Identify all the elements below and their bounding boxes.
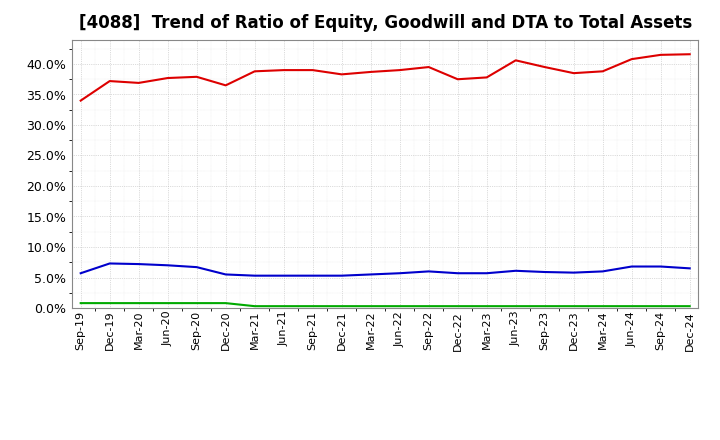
Deferred Tax Assets [424,304,433,309]
Goodwill [598,269,607,274]
Goodwill [308,273,317,279]
Deferred Tax Assets [395,304,404,309]
Equity [192,74,201,80]
Goodwill [511,268,520,273]
Line: Equity: Equity [81,54,690,101]
Deferred Tax Assets [482,304,491,309]
Goodwill [454,271,462,276]
Deferred Tax Assets [570,304,578,309]
Deferred Tax Assets [657,304,665,309]
Deferred Tax Assets [685,304,694,309]
Deferred Tax Assets [192,301,201,306]
Goodwill [221,272,230,277]
Equity [454,77,462,82]
Equity [424,64,433,70]
Equity [366,69,375,74]
Goodwill [657,264,665,269]
Goodwill [338,273,346,279]
Deferred Tax Assets [454,304,462,309]
Equity [627,56,636,62]
Equity [598,69,607,74]
Goodwill [366,272,375,277]
Equity [395,67,404,73]
Goodwill [163,263,172,268]
Equity [279,67,288,73]
Line: Goodwill: Goodwill [81,264,690,276]
Goodwill [192,264,201,270]
Equity [221,83,230,88]
Goodwill [135,261,143,267]
Deferred Tax Assets [221,301,230,306]
Goodwill [251,273,259,279]
Line: Deferred Tax Assets: Deferred Tax Assets [81,303,690,306]
Equity [338,72,346,77]
Equity [541,64,549,70]
Equity [685,51,694,57]
Goodwill [279,273,288,279]
Equity [163,75,172,81]
Deferred Tax Assets [338,304,346,309]
Equity [76,98,85,103]
Deferred Tax Assets [105,301,114,306]
Equity [657,52,665,58]
Goodwill [395,271,404,276]
Goodwill [570,270,578,275]
Deferred Tax Assets [627,304,636,309]
Equity [511,58,520,63]
Deferred Tax Assets [511,304,520,309]
Equity [308,67,317,73]
Deferred Tax Assets [308,304,317,309]
Deferred Tax Assets [279,304,288,309]
Goodwill [424,269,433,274]
Goodwill [76,271,85,276]
Equity [105,78,114,84]
Goodwill [685,266,694,271]
Goodwill [105,261,114,266]
Equity [570,70,578,76]
Deferred Tax Assets [541,304,549,309]
Deferred Tax Assets [598,304,607,309]
Deferred Tax Assets [135,301,143,306]
Deferred Tax Assets [163,301,172,306]
Goodwill [541,269,549,275]
Equity [251,69,259,74]
Title: [4088]  Trend of Ratio of Equity, Goodwill and DTA to Total Assets: [4088] Trend of Ratio of Equity, Goodwil… [78,15,692,33]
Deferred Tax Assets [366,304,375,309]
Equity [135,80,143,85]
Goodwill [482,271,491,276]
Goodwill [627,264,636,269]
Deferred Tax Assets [76,301,85,306]
Equity [482,75,491,80]
Deferred Tax Assets [251,304,259,309]
